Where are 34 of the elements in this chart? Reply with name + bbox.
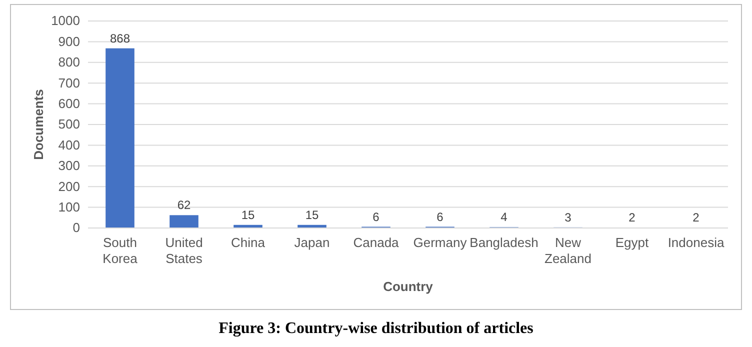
x-tick-label: South Korea: [102, 235, 138, 266]
text: Figure 3: Country-wise distribution of articles: [218, 320, 534, 337]
y-tick-label: 200: [58, 178, 80, 194]
y-tick-label: 1000: [51, 13, 80, 28]
x-tick-label: New Zealand: [544, 235, 592, 266]
x-tick-label: United States: [165, 235, 203, 266]
data-label: 6: [372, 210, 380, 224]
x-tick-label: Bangladesh: [470, 235, 538, 250]
x-axis-title: Country: [383, 279, 434, 294]
x-tick-label: Indonesia: [668, 235, 725, 250]
y-tick-label: 500: [58, 116, 80, 132]
data-label: 2: [628, 210, 636, 225]
data-label: 4: [500, 210, 508, 224]
y-tick-label: 900: [58, 34, 80, 49]
x-tick-label: Egypt: [615, 235, 650, 250]
data-label: 15: [305, 208, 319, 222]
x-tick-label: China: [231, 235, 266, 250]
y-tick-label: 800: [58, 54, 80, 70]
data-label: 2: [692, 210, 700, 225]
y-tick-label: 100: [58, 199, 80, 214]
data-label: 6: [436, 210, 444, 224]
y-tick-label: 600: [58, 96, 80, 111]
x-tick-label: Germany: [413, 235, 468, 250]
data-label: 868: [110, 31, 130, 46]
data-label: 62: [177, 198, 191, 212]
y-tick-label: 400: [58, 137, 80, 152]
y-axis-title: Documents: [31, 89, 46, 160]
data-label: 3: [564, 210, 572, 224]
x-tick-label: Japan: [294, 235, 330, 250]
y-tick-label: 0: [72, 220, 80, 236]
x-tick-label: Canada: [353, 235, 400, 250]
y-tick-label: 700: [58, 75, 80, 90]
data-label: 15: [241, 208, 255, 222]
y-tick-label: 300: [58, 158, 80, 174]
